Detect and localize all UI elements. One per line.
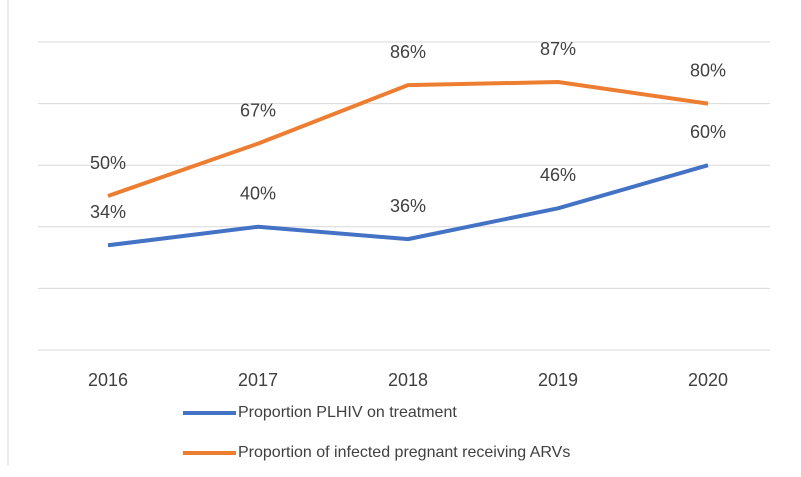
data-label: 87% (540, 39, 576, 59)
x-tick-label: 2020 (688, 370, 728, 390)
x-tick-label: 2016 (88, 370, 128, 390)
data-label: 46% (540, 165, 576, 185)
data-label: 34% (90, 202, 126, 222)
data-label: 50% (90, 153, 126, 173)
data-label: 86% (390, 42, 426, 62)
data-label: 67% (240, 100, 276, 120)
x-tick-label: 2018 (388, 370, 428, 390)
x-tick-label: 2019 (538, 370, 578, 390)
series-line (107, 163, 709, 248)
legend-label: Proportion PLHIV on treatment (238, 404, 457, 421)
data-label: 40% (240, 184, 276, 204)
x-tick-label: 2017 (238, 370, 278, 390)
legend-label: Proportion of infected pregnant receivin… (238, 444, 570, 461)
data-label: 80% (690, 60, 726, 80)
data-label: 36% (390, 196, 426, 216)
series-line (107, 80, 709, 198)
data-label: 60% (690, 122, 726, 142)
